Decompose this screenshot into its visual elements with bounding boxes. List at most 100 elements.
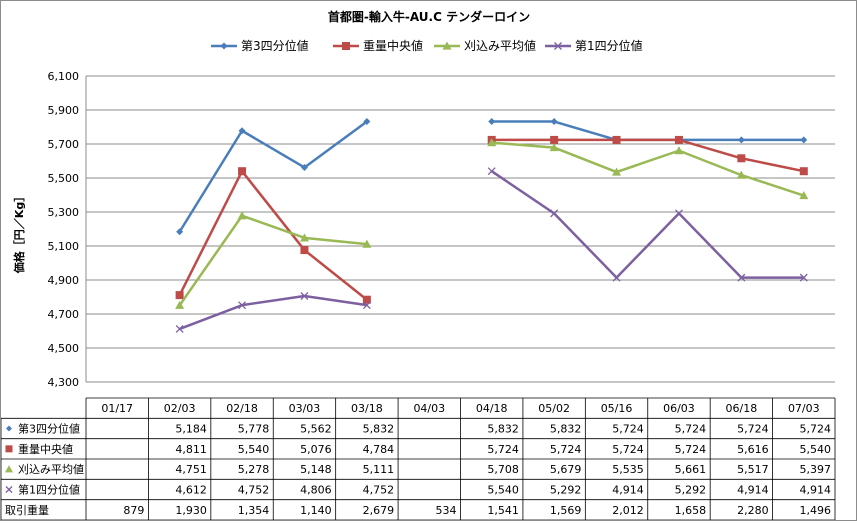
series-4 <box>175 167 808 333</box>
data-label: 2,679 <box>363 504 395 517</box>
data-label: 5,708 <box>487 463 519 476</box>
series-line <box>491 170 804 279</box>
data-label: 2,280 <box>737 504 769 517</box>
data-label: 1,658 <box>675 504 707 517</box>
data-point <box>550 135 559 144</box>
data-point <box>800 136 808 144</box>
grid-lines <box>85 75 835 383</box>
legend-label: 刈込み平均値 <box>464 38 536 53</box>
data-label: 5,679 <box>550 463 582 476</box>
data-label: 2,012 <box>612 504 644 517</box>
data-label: 4,914 <box>800 484 832 497</box>
data-label: 5,562 <box>300 423 332 436</box>
x-tick-label: 06/18 <box>726 402 758 415</box>
table-legend-marker <box>6 425 12 432</box>
legend-entry: 刈込み平均値 <box>434 38 536 53</box>
legend-entry: 重量中央値 <box>333 38 423 53</box>
legend-entry: 第3四分位値 <box>211 38 309 53</box>
series-2 <box>175 135 808 304</box>
data-point <box>799 167 808 176</box>
x-tick-label: 03/18 <box>351 402 383 415</box>
data-point <box>550 118 558 126</box>
x-tick-label: 03/03 <box>289 402 321 415</box>
data-point <box>550 209 559 218</box>
data-label: 4,751 <box>175 463 207 476</box>
data-label: 1,140 <box>300 504 332 517</box>
x-tick-label: 02/18 <box>226 402 258 415</box>
data-label: 5,724 <box>675 423 707 436</box>
x-tick-label: 04/18 <box>476 402 508 415</box>
legend-marker <box>554 42 562 50</box>
chart-title: 首都圏-輸入牛-AU.C テンダーロイン <box>328 9 530 24</box>
data-label: 4,752 <box>238 484 270 497</box>
series-layer <box>175 118 809 333</box>
data-label: 1,569 <box>550 504 582 517</box>
data-point <box>238 301 247 310</box>
data-label: 5,724 <box>612 423 644 436</box>
data-label: 5,148 <box>300 463 332 476</box>
table-legend-marker <box>5 465 13 473</box>
data-point <box>300 163 308 171</box>
data-label: 5,724 <box>550 443 582 456</box>
data-label: 5,724 <box>612 443 644 456</box>
data-label: 4,784 <box>363 443 395 456</box>
data-point <box>238 127 246 135</box>
data-point <box>674 146 684 155</box>
x-tick-label: 04/03 <box>413 402 445 415</box>
data-point <box>549 143 559 152</box>
data-point <box>299 233 309 242</box>
data-point <box>737 273 746 282</box>
data-label: 5,832 <box>550 423 582 436</box>
data-label: 1,541 <box>487 504 519 517</box>
x-tick-label: 07/03 <box>788 402 820 415</box>
data-label: 5,832 <box>363 423 395 436</box>
y-tick-label: 4,300 <box>48 376 80 389</box>
y-tick-label: 5,900 <box>48 104 80 117</box>
legend-entry: 第1四分位値 <box>545 38 643 53</box>
data-label: 4,914 <box>737 484 769 497</box>
data-label: 5,517 <box>737 463 769 476</box>
data-label: 5,397 <box>800 463 832 476</box>
data-label: 5,832 <box>487 423 519 436</box>
x-tick-label: 05/02 <box>538 402 570 415</box>
y-tick-label: 5,700 <box>48 138 80 151</box>
series-3 <box>175 138 809 309</box>
data-label: 5,540 <box>800 443 832 456</box>
data-label: 5,724 <box>487 443 519 456</box>
y-tick-label: 5,300 <box>48 206 80 219</box>
y-tick-label: 4,500 <box>48 342 80 355</box>
data-point <box>799 191 809 200</box>
data-point <box>488 118 496 126</box>
table-row-label: 刈込み平均値 <box>18 463 84 476</box>
legend-marker <box>442 41 452 50</box>
legend-marker <box>342 42 350 50</box>
data-label: 5,540 <box>487 484 519 497</box>
data-label: 5,724 <box>675 443 707 456</box>
y-tick-label: 5,100 <box>48 240 80 253</box>
y-tick-label: 6,100 <box>48 70 80 83</box>
data-point <box>487 138 497 147</box>
data-point <box>362 239 372 248</box>
series-line <box>491 138 805 173</box>
data-label: 5,292 <box>550 484 582 497</box>
x-tick-label: 05/16 <box>601 402 633 415</box>
table-legend-marker <box>5 486 13 493</box>
data-point <box>175 325 184 333</box>
data-point <box>612 273 621 282</box>
data-label: 5,724 <box>800 423 832 436</box>
x-tick-label: 02/03 <box>164 402 196 415</box>
x-tick-label: 01/17 <box>101 402 133 415</box>
table-row-label: 取引重量 <box>5 503 49 517</box>
data-label: 4,914 <box>612 484 644 497</box>
data-label: 5,616 <box>737 443 769 456</box>
data-label: 1,930 <box>175 504 207 517</box>
data-label: 5,278 <box>238 463 270 476</box>
data-point <box>175 300 185 309</box>
data-label: 4,612 <box>175 484 207 497</box>
table-row-label: 第3四分位値 <box>18 422 80 436</box>
legend-label: 重量中央値 <box>363 38 423 53</box>
data-label: 879 <box>123 504 144 517</box>
y-tick-label: 4,900 <box>48 274 80 287</box>
